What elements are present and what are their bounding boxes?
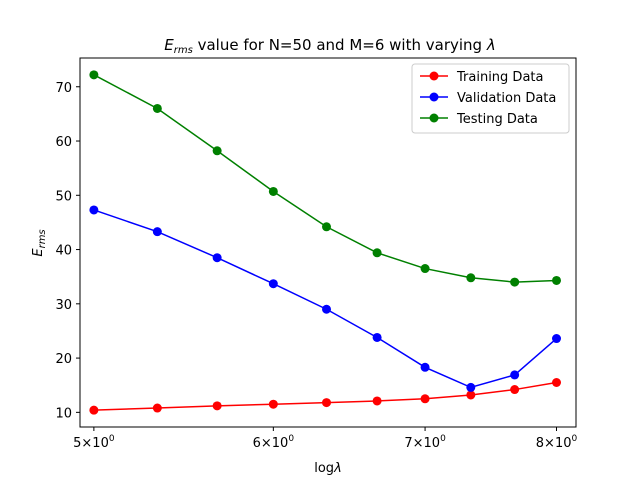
y-tick-label: 50 <box>55 189 72 204</box>
legend-label: Testing Data <box>456 112 538 127</box>
title-middle: value for N=50 and M=6 with varying <box>193 36 487 54</box>
y-tick-label: 10 <box>55 406 72 421</box>
data-point-training-data <box>89 405 99 415</box>
y-axis-ticks: 10 20 30 40 50 60 70 <box>55 81 80 421</box>
data-point-validation-data <box>552 334 562 344</box>
x-tick-label: 6×100 <box>253 434 295 451</box>
plot-area-border <box>79 57 577 428</box>
data-point-validation-data <box>89 205 99 215</box>
legend: Training Data Validation Data Testing Data <box>411 63 570 134</box>
legend-box <box>411 63 570 134</box>
series-line-validation-data <box>93 209 558 389</box>
data-point-training-data <box>420 394 430 404</box>
data-point-training-data <box>466 390 476 400</box>
y-tick-label: 30 <box>55 298 72 313</box>
title-rms-subscript: rms <box>174 45 193 56</box>
legend-label: Training Data <box>456 70 543 85</box>
legend-swatch-marker <box>429 113 439 123</box>
y-tick-label: 60 <box>55 135 72 150</box>
title-e: E <box>164 36 174 54</box>
y-axis-label: Erms <box>31 229 48 256</box>
data-point-validation-data <box>212 253 222 263</box>
x-axis-ticks: 5×100 6×100 7×100 8×100 <box>73 427 578 451</box>
legend-item-validation-data: Validation Data <box>420 91 556 106</box>
y-tick-label: 70 <box>55 81 72 96</box>
data-point-testing-data <box>212 146 222 156</box>
data-point-testing-data <box>322 222 332 232</box>
data-point-validation-data <box>420 362 430 372</box>
data-point-validation-data <box>466 382 476 392</box>
legend-item-training-data: Training Data <box>420 70 543 85</box>
legend-item-testing-data: Testing Data <box>420 112 538 127</box>
x-tick-label: 8×100 <box>536 434 578 451</box>
x-tick-label: 5×100 <box>73 434 115 451</box>
data-point-training-data <box>322 398 332 408</box>
data-point-validation-data <box>268 279 278 289</box>
y-tick-label: 40 <box>55 244 72 259</box>
data-point-testing-data <box>268 186 278 196</box>
x-axis-label: logλ <box>314 461 342 476</box>
y-label-e: E <box>31 248 46 257</box>
legend-swatch-marker <box>429 71 439 81</box>
data-point-testing-data <box>552 275 562 285</box>
data-point-validation-data <box>372 332 382 342</box>
title-lambda: λ <box>486 36 496 54</box>
data-point-validation-data <box>152 227 162 237</box>
chart-title: Erms value for N=50 and M=6 with varying… <box>164 36 495 56</box>
data-point-testing-data <box>89 70 99 80</box>
data-point-testing-data <box>510 277 520 287</box>
axes-frame <box>79 57 577 428</box>
data-point-training-data <box>152 403 162 413</box>
x-label-lambda: λ <box>333 461 342 476</box>
series-layer <box>89 70 562 415</box>
data-point-validation-data <box>510 370 520 380</box>
data-point-training-data <box>268 399 278 409</box>
data-point-training-data <box>372 396 382 406</box>
x-tick-label: 7×100 <box>404 434 446 451</box>
data-point-testing-data <box>152 103 162 113</box>
series-training-data <box>89 378 562 415</box>
data-point-training-data <box>552 378 562 388</box>
x-label-log: log <box>314 461 334 476</box>
series-validation-data <box>89 205 562 392</box>
data-point-training-data <box>510 385 520 395</box>
data-point-training-data <box>212 401 222 411</box>
legend-swatch-marker <box>429 92 439 102</box>
series-line-testing-data <box>93 74 557 283</box>
data-point-testing-data <box>466 273 476 283</box>
data-point-testing-data <box>420 264 430 274</box>
data-point-testing-data <box>372 248 382 258</box>
y-label-rms-subscript: rms <box>37 229 48 248</box>
series-line-training-data <box>93 381 557 411</box>
series-testing-data <box>89 70 562 287</box>
legend-label: Validation Data <box>457 91 556 106</box>
y-tick-label: 20 <box>55 352 72 367</box>
data-point-validation-data <box>322 304 332 314</box>
